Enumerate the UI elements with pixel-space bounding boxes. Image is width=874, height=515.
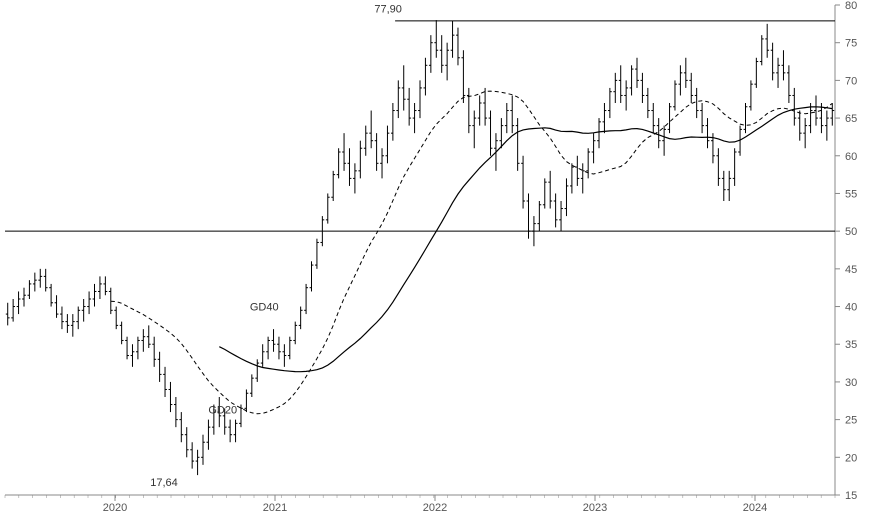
svg-text:2021: 2021 (263, 502, 287, 514)
svg-text:77,90: 77,90 (374, 4, 402, 16)
chart-container: 15 20 25 30 35 40 45 50 55 60 65 70 75 80 2020 2021 2022… (0, 0, 874, 515)
svg-text:GD20: GD20 (208, 405, 237, 417)
svg-text:30: 30 (845, 377, 857, 389)
svg-text:25: 25 (845, 415, 857, 427)
svg-text:2024: 2024 (743, 502, 767, 514)
svg-text:20: 20 (845, 452, 857, 464)
svg-text:2020: 2020 (103, 502, 127, 514)
svg-text:70: 70 (845, 75, 857, 87)
ohlc-chart: 15 20 25 30 35 40 45 50 55 60 65 70 75 80 2020 2021 2022… (0, 0, 874, 515)
svg-text:65: 65 (845, 113, 857, 125)
svg-text:80: 80 (845, 0, 857, 12)
svg-text:60: 60 (845, 151, 857, 163)
svg-text:17,64: 17,64 (150, 477, 178, 489)
svg-text:40: 40 (845, 302, 857, 314)
svg-text:GD40: GD40 (250, 301, 279, 313)
svg-text:2023: 2023 (583, 502, 607, 514)
svg-text:50: 50 (845, 226, 857, 238)
svg-text:35: 35 (845, 339, 857, 351)
svg-text:55: 55 (845, 188, 857, 200)
svg-text:15: 15 (845, 490, 857, 502)
svg-text:2022: 2022 (423, 502, 447, 514)
svg-text:45: 45 (845, 264, 857, 276)
svg-text:75: 75 (845, 38, 857, 50)
